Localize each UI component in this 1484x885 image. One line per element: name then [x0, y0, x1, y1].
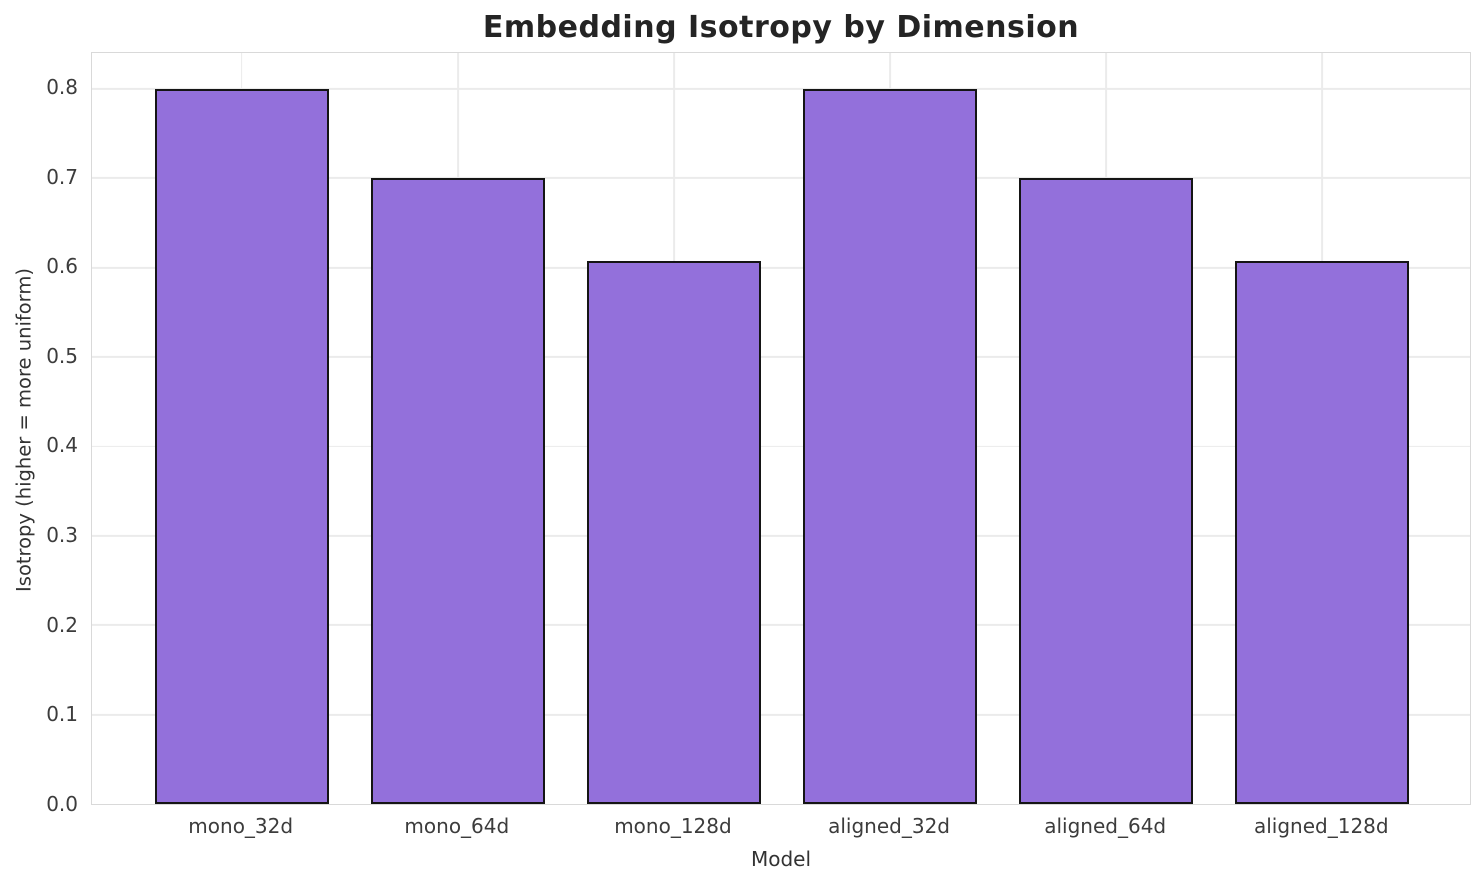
x-tick-label-mono_128d: mono_128d	[614, 814, 732, 838]
x-axis-label: Model	[750, 847, 812, 871]
y-gridline	[92, 534, 1470, 537]
x-tick-label-aligned_32d: aligned_32d	[828, 814, 950, 838]
x-tick-label-mono_32d: mono_32d	[188, 814, 294, 838]
x-tick-label-mono_64d: mono_64d	[404, 814, 510, 838]
bar-aligned_32d	[803, 88, 978, 804]
bar-mono_32d	[154, 88, 329, 804]
y-tick-label: 0.4	[46, 433, 78, 458]
y-gridline	[92, 266, 1470, 269]
y-tick-label: 0.6	[46, 254, 78, 279]
x-tick-label-aligned_128d: aligned_128d	[1253, 814, 1389, 838]
y-tick-label: 0.7	[46, 164, 78, 189]
y-gridline	[92, 713, 1470, 716]
bar-mono_128d	[586, 261, 761, 804]
y-gridline	[92, 87, 1470, 90]
bar-mono_64d	[370, 178, 545, 804]
y-gridline	[92, 177, 1470, 180]
y-gridline	[92, 445, 1470, 448]
plot-area	[91, 52, 1471, 805]
y-gridline	[92, 624, 1470, 627]
y-gridline	[92, 356, 1470, 358]
y-tick-label: 0.8	[46, 74, 78, 99]
chart-title: Embedding Isotropy by Dimension	[482, 10, 1080, 45]
x-tick-label-aligned_64d: aligned_64d	[1044, 814, 1167, 838]
y-tick-label: 0.2	[46, 612, 78, 637]
y-tick-label: 0.0	[46, 792, 78, 816]
bar-aligned_64d	[1019, 178, 1194, 804]
y-tick-label: 0.1	[46, 702, 78, 727]
y-tick-label: 0.3	[46, 523, 78, 548]
bar-aligned_128d	[1235, 261, 1410, 804]
y-tick-label: 0.5	[46, 343, 78, 368]
